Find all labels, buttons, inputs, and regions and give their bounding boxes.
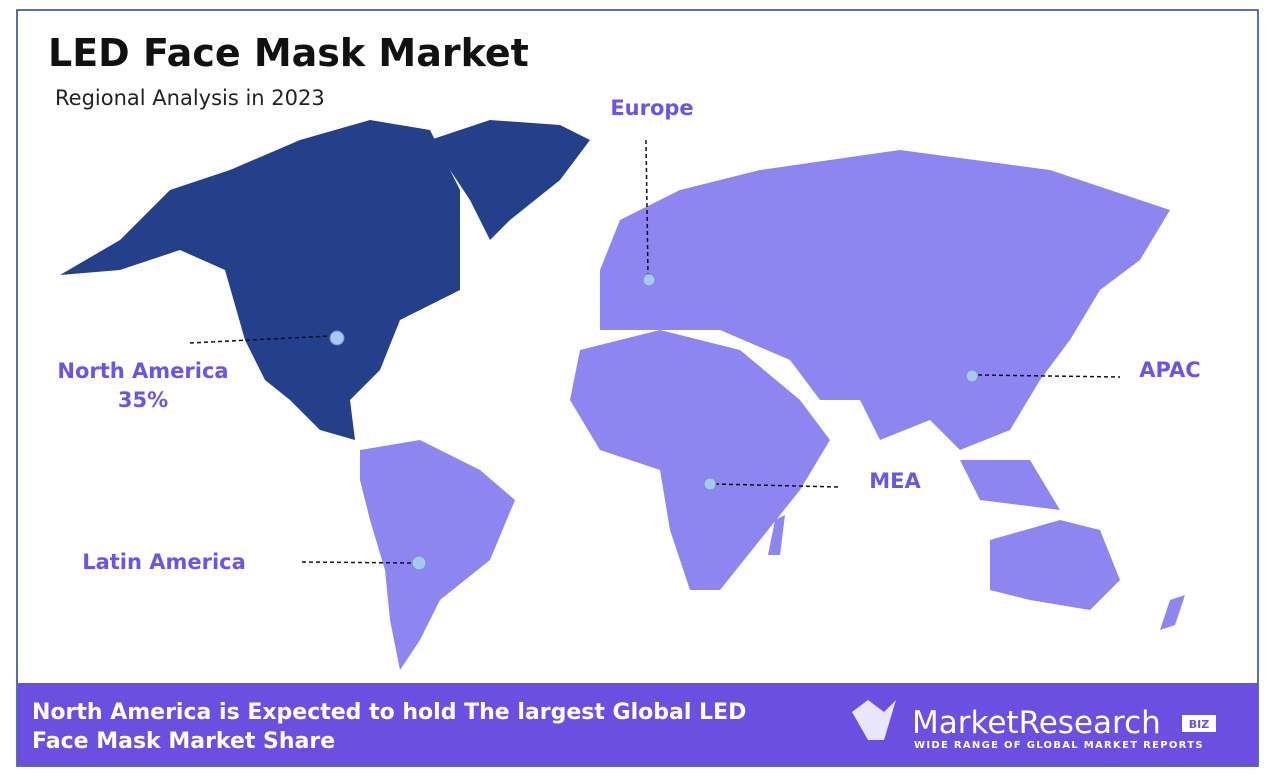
footer-band	[17, 683, 1258, 766]
madagascar	[768, 515, 785, 555]
leader-line	[645, 139, 649, 276]
southeast-asia	[960, 460, 1060, 510]
subtitle: Regional Analysis in 2023	[55, 86, 325, 110]
region-label: MEA	[869, 469, 921, 493]
logo-badge: BIZ	[1189, 718, 1209, 731]
leader-line	[977, 374, 1121, 378]
world-map	[60, 120, 1185, 670]
title: LED Face Mask Market	[48, 31, 529, 75]
footer-text: North America is Expected to hold The la…	[32, 700, 746, 725]
region-label: APAC	[1139, 358, 1200, 382]
region-label: Latin America	[82, 550, 246, 574]
greenland	[430, 120, 590, 240]
leader-line	[189, 335, 331, 344]
south-america	[360, 440, 515, 670]
australia	[990, 520, 1120, 610]
marker	[703, 477, 717, 491]
region-share: 35%	[118, 388, 168, 412]
region-label: North America	[57, 359, 228, 383]
marker	[965, 369, 979, 383]
marker	[642, 273, 656, 287]
leader-lines	[189, 139, 1121, 564]
markers	[329, 273, 979, 571]
africa	[570, 330, 830, 590]
leader-line	[301, 561, 413, 564]
new-zealand	[1160, 595, 1185, 630]
logo-icon	[852, 700, 896, 740]
marker	[411, 555, 427, 571]
footer-text: Face Mask Market Share	[32, 729, 335, 754]
logo-name: MarketResearch	[912, 705, 1161, 741]
logo-badge-box	[1182, 715, 1216, 732]
marker	[329, 330, 345, 346]
region-label: Europe	[610, 96, 693, 120]
logo-tagline: WIDE RANGE OF GLOBAL MARKET REPORTS	[914, 740, 1204, 751]
north-america	[60, 120, 460, 440]
logo: MarketResearch BIZ WIDE RANGE OF GLOBAL …	[852, 700, 1216, 751]
